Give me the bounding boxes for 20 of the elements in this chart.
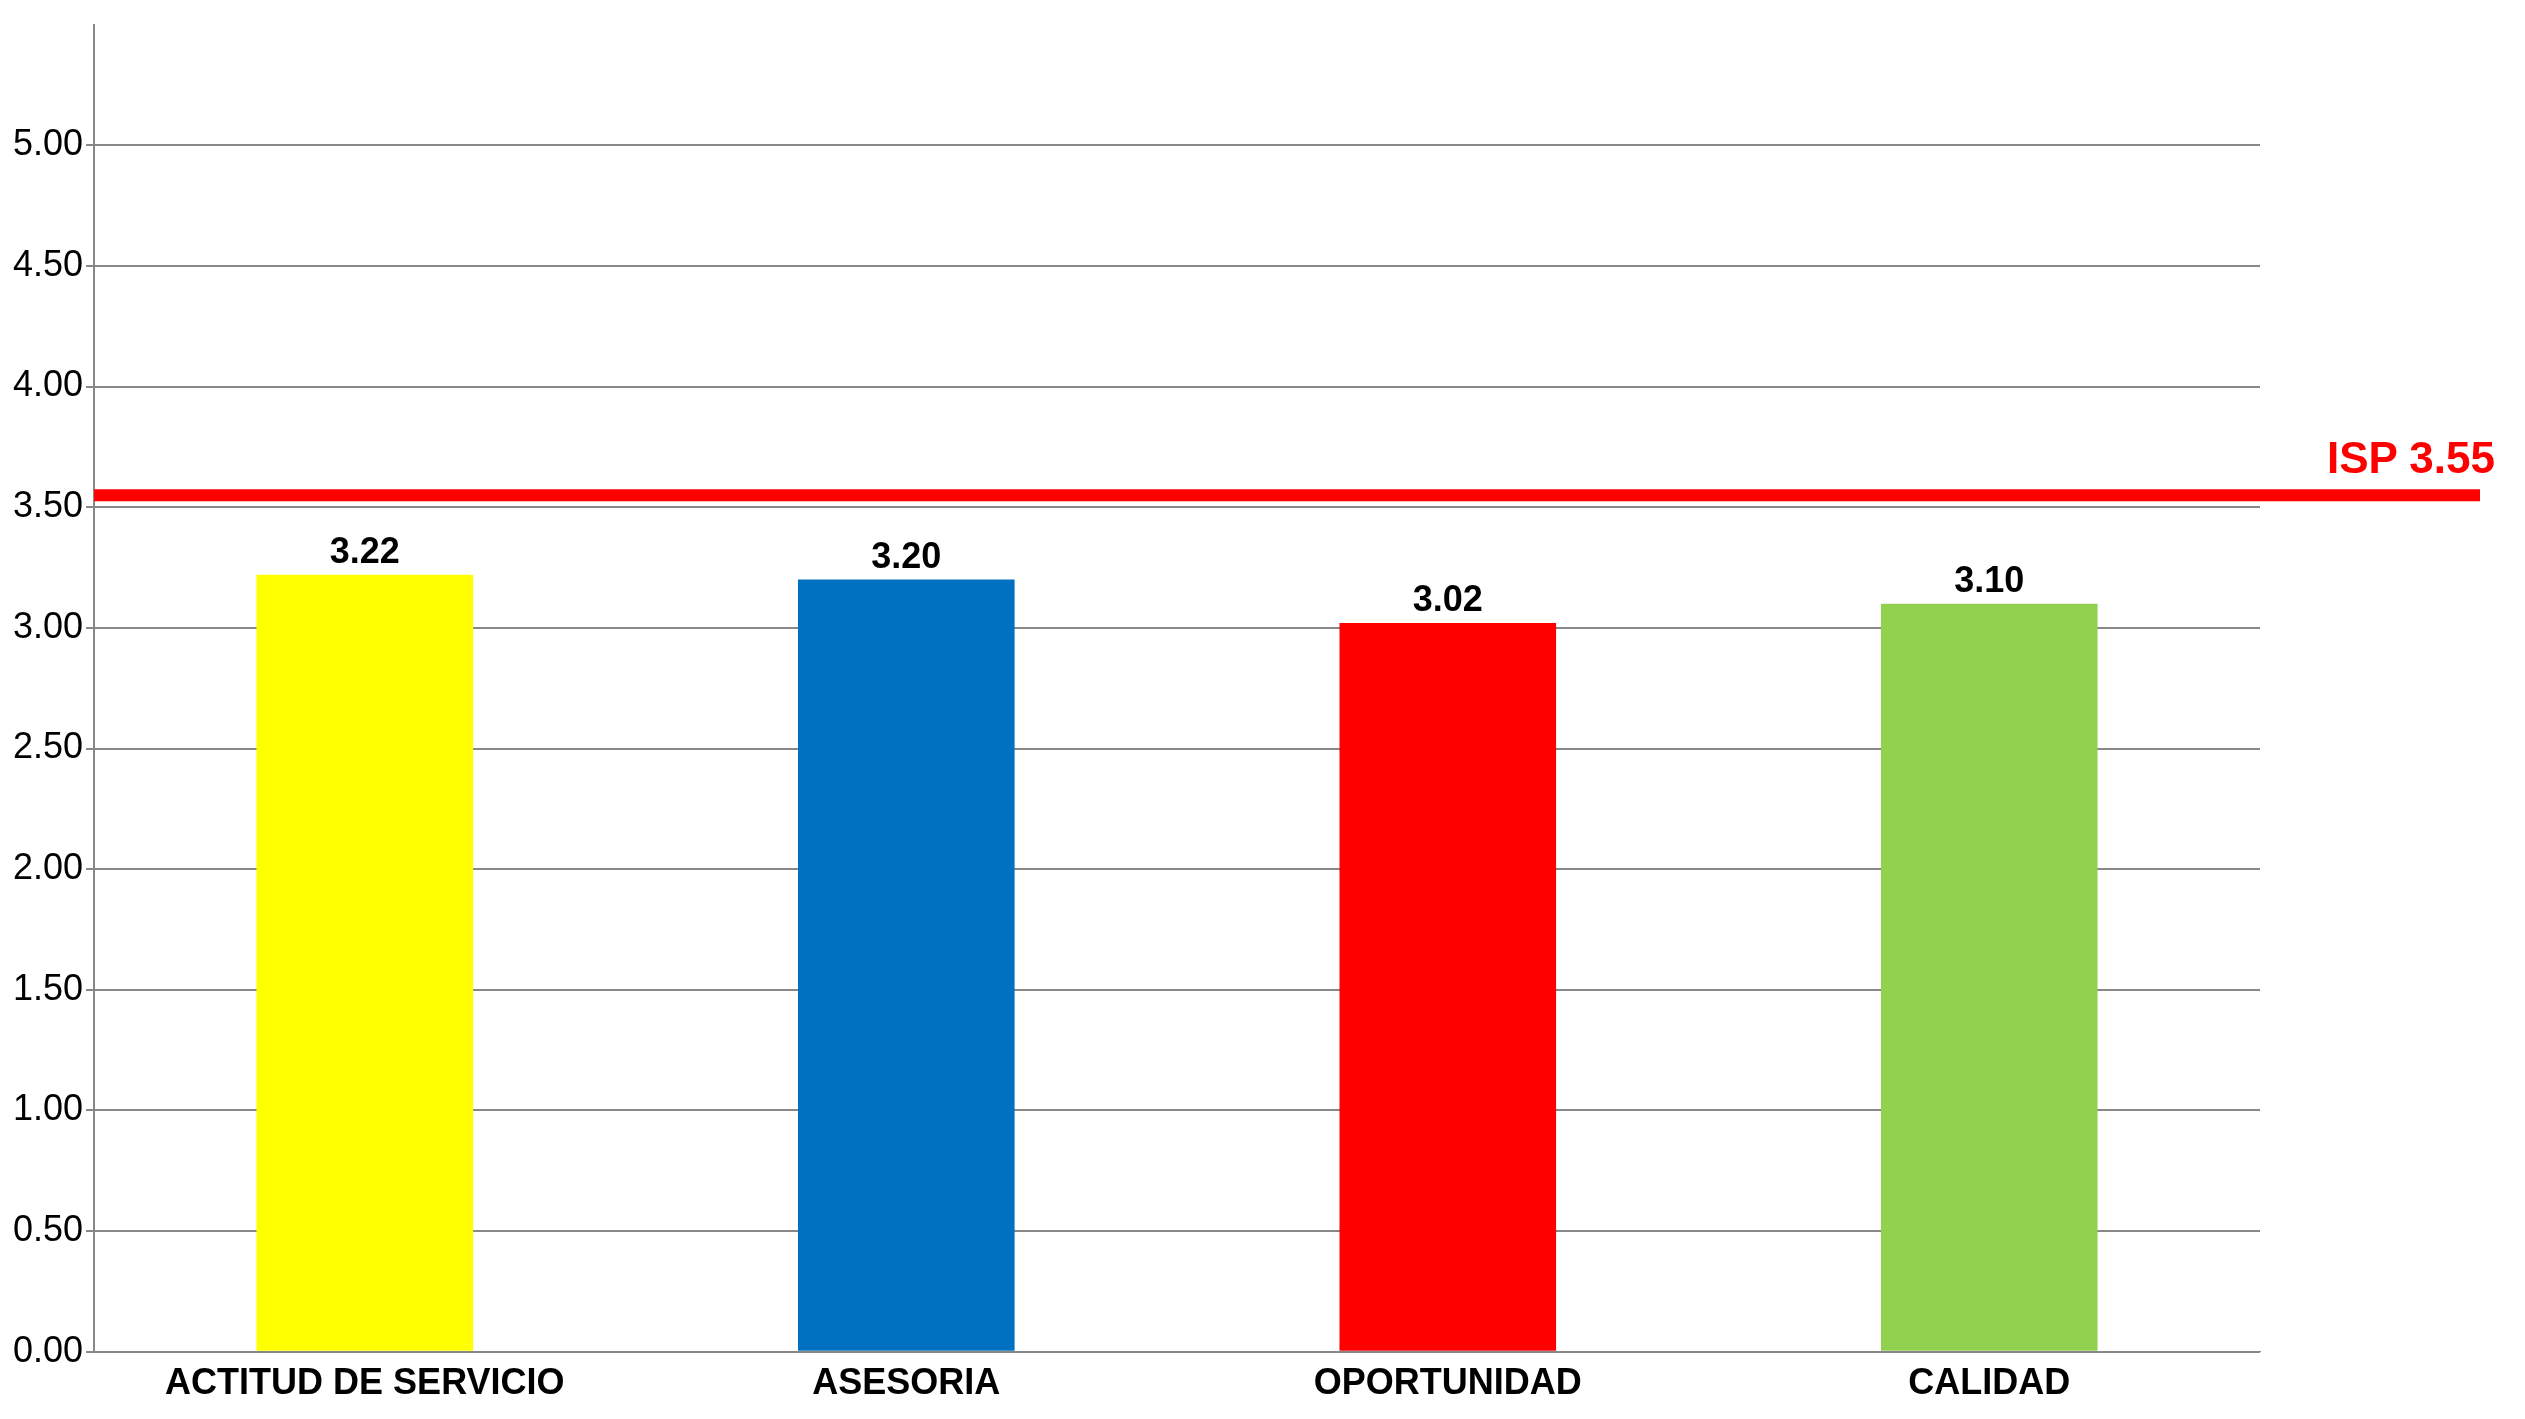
data-label: 3.10	[1954, 558, 2025, 600]
y-tick-label: 1.00	[12, 1087, 84, 1129]
y-tick-label: 5.00	[12, 122, 84, 164]
x-tick-label: OPORTUNIDAD	[1313, 1361, 1582, 1403]
x-tick-label: ASESORIA	[812, 1361, 1001, 1403]
y-tick-label: 4.50	[12, 242, 84, 284]
x-tick-label: ACTITUD DE SERVICIO	[165, 1361, 565, 1403]
y-tick-label: 4.00	[12, 363, 84, 405]
x-tick-label: CALIDAD	[1908, 1361, 2071, 1403]
y-tick-label: 2.50	[12, 725, 84, 767]
ref-line-label: ISP 3.55	[2327, 433, 2495, 483]
y-tick-label: 1.50	[12, 966, 84, 1008]
data-label: 3.20	[871, 534, 942, 576]
y-tick-label: 0.50	[12, 1208, 84, 1250]
data-label: 3.02	[1412, 577, 1483, 619]
y-tick-label: 2.00	[12, 846, 84, 888]
data-label: 3.22	[329, 529, 400, 571]
y-tick-label: 3.50	[12, 484, 84, 526]
y-tick-label: 0.00	[12, 1328, 84, 1370]
y-tick-label: 3.00	[12, 604, 84, 646]
